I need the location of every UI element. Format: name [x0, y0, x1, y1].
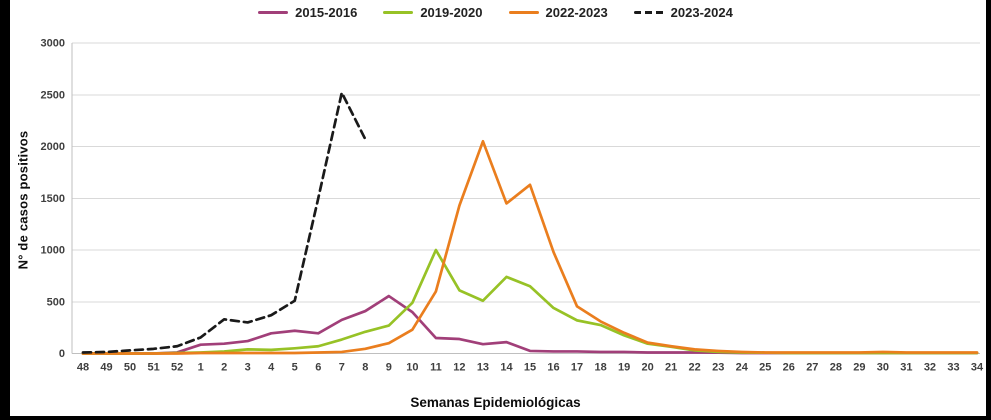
x-tick-label: 31 [900, 362, 912, 374]
x-tick-label: 10 [406, 362, 418, 374]
x-tick-label: 8 [362, 362, 368, 374]
x-tick-label: 33 [947, 362, 959, 374]
series-line-2015-2016 [81, 294, 979, 355]
x-tick-label: 29 [853, 362, 865, 374]
x-tick-label: 52 [171, 362, 183, 374]
series-line-2022-2023 [81, 139, 979, 355]
x-tick-label: 19 [618, 362, 630, 374]
x-tick-label: 13 [477, 362, 489, 374]
x-tick-label: 15 [524, 362, 536, 374]
x-tick-label: 51 [147, 362, 159, 374]
y-tick-label: 3000 [41, 38, 65, 50]
y-tick-label: 2000 [41, 141, 65, 153]
x-tick-label: 49 [100, 362, 112, 374]
x-tick-label: 27 [806, 362, 818, 374]
x-tick-label: 11 [430, 362, 442, 374]
x-tick-label: 26 [783, 362, 795, 374]
y-tick-label: 500 [47, 296, 65, 308]
x-tick-label: 3 [245, 362, 251, 374]
y-tick-label: 1000 [41, 245, 65, 257]
x-tick-label: 20 [642, 362, 654, 374]
y-axis-title: N° de casos positivos [15, 130, 31, 270]
x-tick-label: 28 [830, 362, 842, 374]
x-tick-label: 6 [315, 362, 321, 374]
legend-item-2015-2016: 2015-2016 [258, 5, 357, 20]
frame-left-bar [0, 0, 10, 420]
x-tick-label: 23 [712, 362, 724, 374]
frame-right-bar [986, 0, 991, 420]
x-tick-label: 50 [124, 362, 136, 374]
legend-item-2022-2023: 2022-2023 [508, 5, 608, 20]
legend-label: 2019-2020 [420, 5, 483, 20]
x-tick-label: 1 [198, 362, 204, 374]
x-tick-label: 48 [77, 362, 89, 374]
legend-item-2023-2024: 2023-2024 [633, 5, 733, 20]
x-tick-label: 30 [877, 362, 889, 374]
y-tick-label: 0 [59, 348, 65, 360]
x-tick-label: 21 [665, 362, 677, 374]
legend-label: 2023-2024 [670, 5, 733, 20]
x-tick-label: 24 [736, 362, 749, 374]
x-axis-title: Semanas Epidemiológicas [410, 395, 581, 410]
y-tick-label: 1500 [41, 193, 65, 205]
x-tick-label: 34 [971, 362, 984, 374]
x-tick-label: 2 [221, 362, 227, 374]
series-line-2023-2024 [81, 91, 367, 354]
legend-label: 2015-2016 [295, 5, 358, 20]
legend-swatch-2015-2016 [258, 10, 289, 15]
x-tick-label: 9 [386, 362, 392, 374]
x-tick-label: 32 [924, 362, 936, 374]
legend-swatch-2019-2020 [383, 10, 414, 15]
frame-bottom-bar [0, 416, 991, 420]
x-tick-label: 18 [594, 362, 606, 374]
x-tick-label: 22 [689, 362, 701, 374]
legend-swatch-2023-2024 [633, 10, 664, 15]
x-tick-label: 25 [759, 362, 771, 374]
chart-legend: 2015-2016 2019-2020 2022-2023 2023-2024 [0, 5, 991, 20]
x-tick-label: 17 [571, 362, 583, 374]
y-tick-label: 2500 [41, 89, 65, 101]
x-tick-label: 14 [500, 362, 513, 374]
legend-item-2019-2020: 2019-2020 [383, 5, 483, 20]
x-tick-label: 16 [547, 362, 559, 374]
x-tick-label: 7 [339, 362, 345, 374]
x-tick-label: 4 [268, 362, 275, 374]
legend-swatch-2022-2023 [508, 10, 539, 15]
x-tick-label: 5 [292, 362, 298, 374]
legend-label: 2022-2023 [545, 5, 608, 20]
x-tick-label: 12 [453, 362, 465, 374]
